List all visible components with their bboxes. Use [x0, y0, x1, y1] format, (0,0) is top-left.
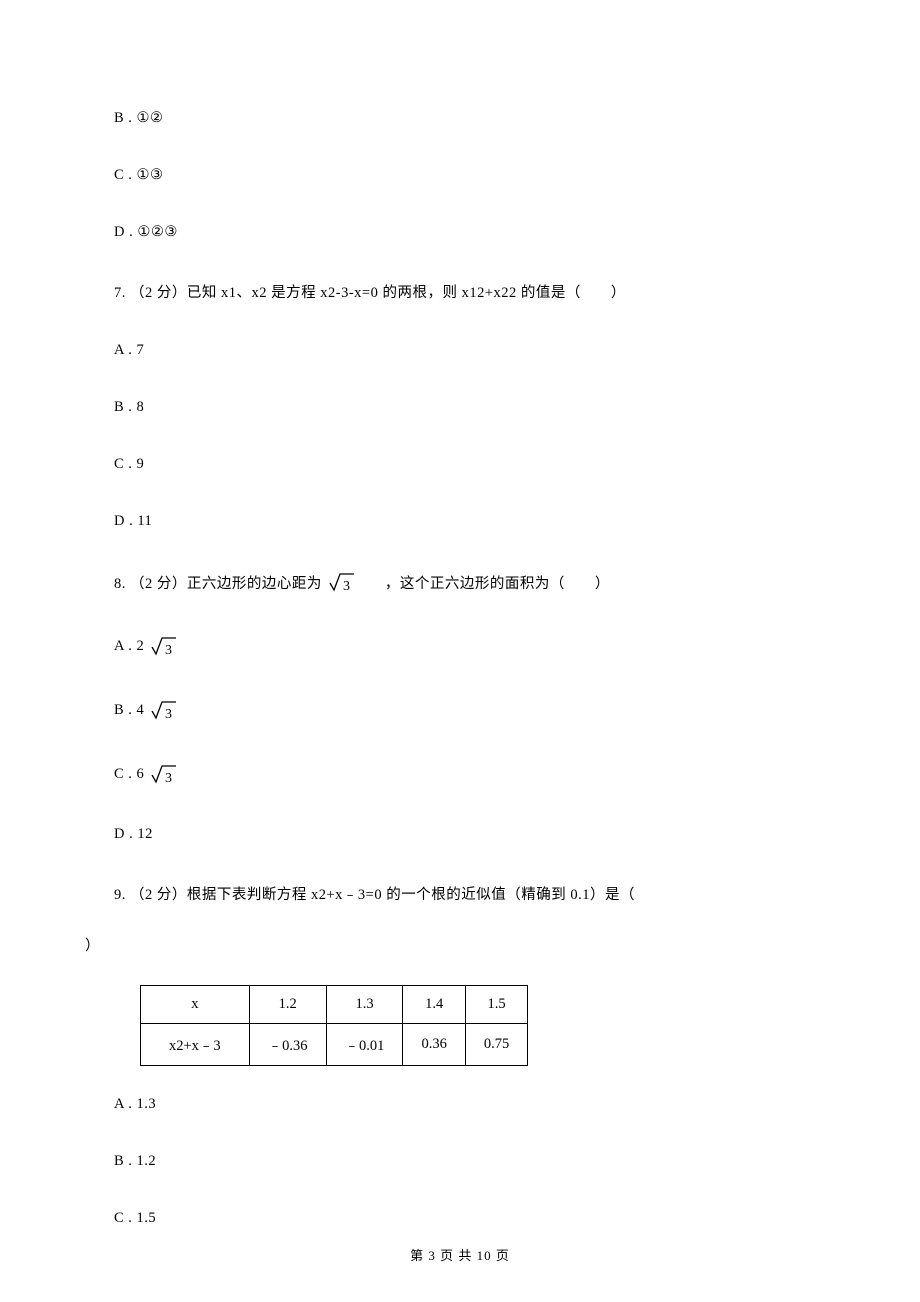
q9-table: x 1.2 1.3 1.4 1.5 x2+x﹣3 ﹣0.36 ﹣0.01 0.3…	[140, 985, 528, 1066]
table-cell: ﹣0.36	[249, 1024, 326, 1066]
q7-stem: 7. （2 分）已知 x1、x2 是方程 x2-3-x=0 的两根，则 x12+…	[85, 281, 835, 302]
table-cell: 1.2	[249, 986, 326, 1024]
q6-option-b: B . ①②	[85, 110, 835, 127]
table-cell: 0.75	[465, 1024, 527, 1066]
q7-option-a: A . 7	[85, 342, 835, 359]
q8-stem-pre: 8. （2 分）正六边形的边心距为	[85, 572, 322, 593]
q7-option-d: D . 11	[85, 513, 835, 530]
table-cell: ﹣0.01	[326, 1024, 403, 1066]
table-row: x 1.2 1.3 1.4 1.5	[141, 986, 528, 1024]
q6-option-c: C . ①③	[85, 167, 835, 184]
sqrt-icon: 3	[150, 698, 178, 722]
q9-option-c: C . 1.5	[85, 1210, 835, 1227]
sqrt-icon: 3	[328, 570, 356, 594]
svg-text:3: 3	[165, 771, 173, 786]
svg-text:3: 3	[343, 579, 351, 594]
svg-text:3: 3	[165, 707, 173, 722]
q8-option-a: A . 2 3	[85, 634, 835, 658]
table-cell: 1.4	[403, 986, 465, 1024]
table-row: x2+x﹣3 ﹣0.36 ﹣0.01 0.36 0.75	[141, 1024, 528, 1066]
q8-opt-b-label: B . 4	[85, 702, 144, 719]
table-cell: 0.36	[403, 1024, 465, 1066]
q8-opt-a-label: A . 2	[85, 638, 144, 655]
q9-stem: 9. （2 分）根据下表判断方程 x2+x﹣3=0 的一个根的近似值（精确到 0…	[85, 883, 835, 904]
q9-option-a: A . 1.3	[85, 1096, 835, 1113]
q6-option-d: D . ①②③	[85, 224, 835, 241]
table-cell: 1.3	[326, 986, 403, 1024]
sqrt-icon: 3	[150, 634, 178, 658]
sqrt-icon: 3	[150, 762, 178, 786]
q8-option-b: B . 4 3	[85, 698, 835, 722]
q7-option-b: B . 8	[85, 399, 835, 416]
table-cell: 1.5	[465, 986, 527, 1024]
page-footer: 第 3 页 共 10 页	[0, 1245, 920, 1264]
svg-text:3: 3	[165, 643, 173, 658]
q8-option-c: C . 6 3	[85, 762, 835, 786]
q8-option-d: D . 12	[85, 826, 835, 843]
table-cell: x2+x﹣3	[141, 1024, 250, 1066]
q8-opt-c-label: C . 6	[85, 766, 144, 783]
table-cell: x	[141, 986, 250, 1024]
q7-option-c: C . 9	[85, 456, 835, 473]
q9-option-b: B . 1.2	[85, 1153, 835, 1170]
q8-stem-post: ，这个正六边形的面积为（ ）	[356, 572, 610, 593]
q9-stem-tail: ）	[85, 934, 835, 955]
q8-stem: 8. （2 分）正六边形的边心距为 3 ，这个正六边形的面积为（ ）	[85, 570, 835, 594]
